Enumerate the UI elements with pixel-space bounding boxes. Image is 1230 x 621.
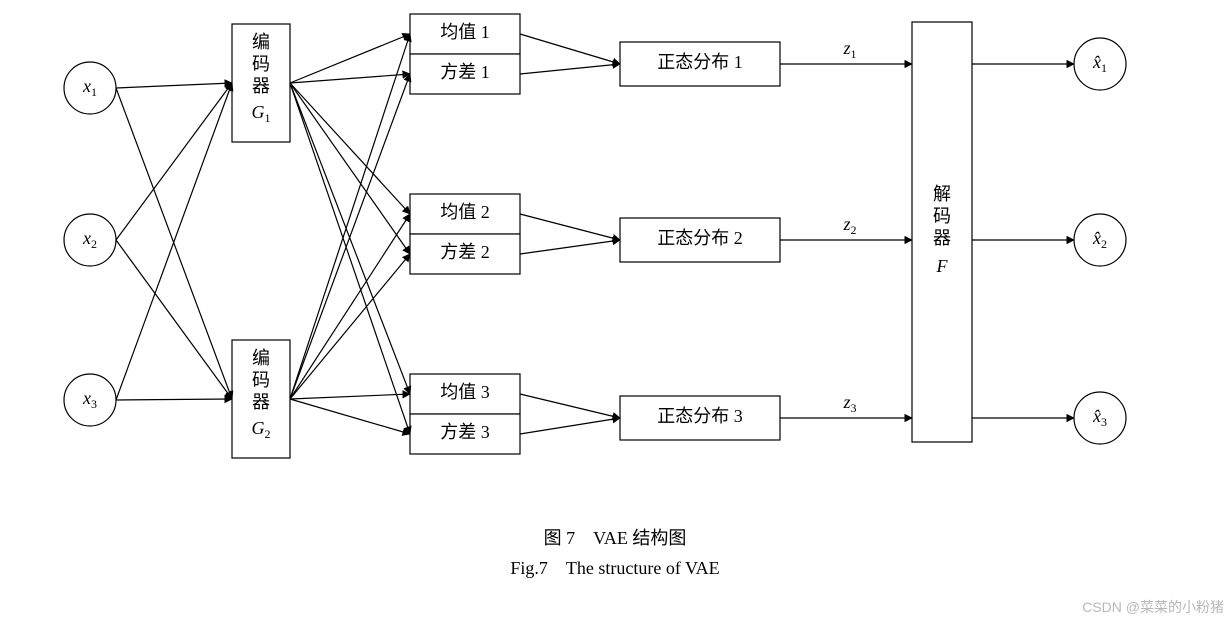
svg-text:码: 码 (933, 206, 951, 226)
svg-text:解: 解 (933, 184, 951, 204)
svg-text:方差 1: 方差 1 (440, 62, 490, 82)
svg-text:编: 编 (252, 32, 270, 52)
svg-text:方差 3: 方差 3 (440, 422, 490, 442)
svg-text:编: 编 (252, 348, 270, 368)
vae-structure-diagram: x1x2x3编码器G1编码器G2均值 1方差 1均值 2方差 2均值 3方差 3… (0, 0, 1230, 520)
svg-text:方差 2: 方差 2 (440, 242, 490, 262)
svg-text:均值 3: 均值 3 (440, 382, 490, 402)
svg-text:器: 器 (252, 76, 270, 96)
svg-text:z2: z2 (842, 214, 856, 237)
svg-text:F: F (936, 256, 949, 276)
svg-text:z1: z1 (842, 38, 856, 61)
csdn-watermark: CSDN @菜菜的小粉猪 (1082, 597, 1224, 617)
svg-text:均值 1: 均值 1 (440, 22, 490, 42)
svg-text:码: 码 (252, 370, 270, 390)
caption-en: Fig.7 The structure of VAE (0, 554, 1230, 580)
svg-text:均值 2: 均值 2 (440, 202, 490, 222)
caption-cn: 图 7 VAE 结构图 (0, 524, 1230, 550)
svg-text:正态分布 1: 正态分布 1 (657, 52, 743, 72)
svg-text:z3: z3 (842, 392, 856, 415)
svg-text:器: 器 (252, 392, 270, 412)
svg-text:码: 码 (252, 54, 270, 74)
svg-text:器: 器 (933, 228, 951, 248)
svg-text:正态分布 2: 正态分布 2 (657, 228, 743, 248)
svg-text:正态分布 3: 正态分布 3 (657, 406, 743, 426)
